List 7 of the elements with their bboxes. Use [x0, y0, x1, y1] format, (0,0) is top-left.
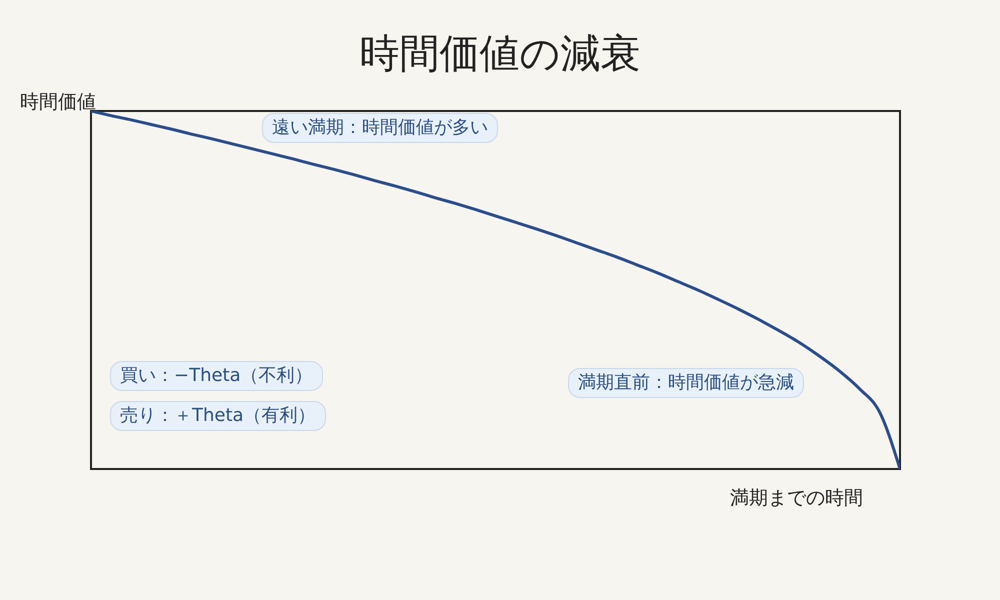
x-axis-title: 満期までの時間	[730, 486, 863, 510]
chart-title: 時間価値の減衰	[358, 30, 642, 79]
annotation: 満期直前：時間価値が急減	[568, 368, 804, 398]
y-axis-title: 時間価値	[20, 90, 96, 114]
annotation: 買い：−Theta（不利）	[110, 361, 323, 391]
annotation: 売り：＋Theta（有利）	[110, 401, 326, 431]
annotation: 遠い満期：時間価値が多い	[262, 113, 498, 143]
